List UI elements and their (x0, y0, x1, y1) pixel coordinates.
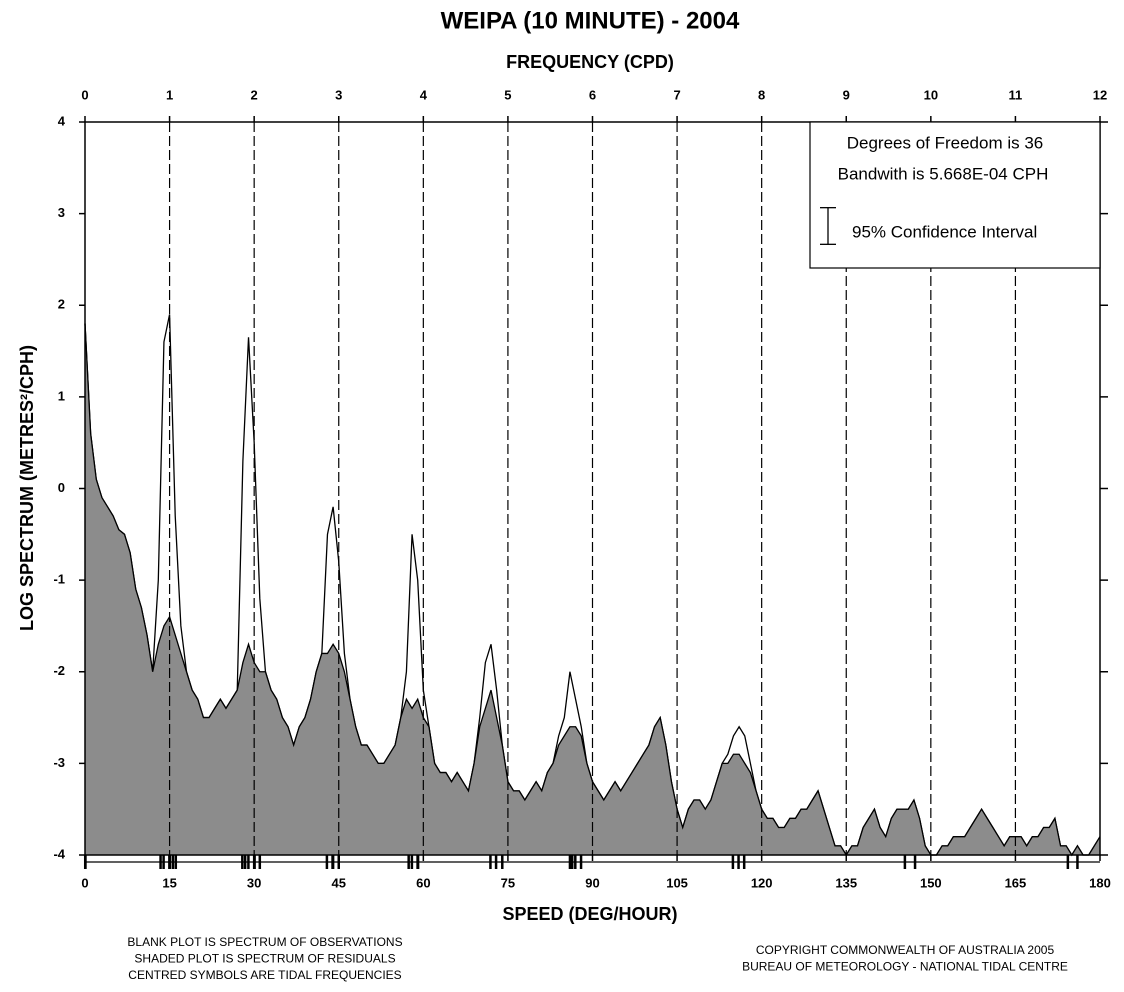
footnote: BLANK PLOT IS SPECTRUM OF OBSERVATIONS (127, 935, 402, 949)
plot-frame (84, 121, 1101, 856)
chart-title: WEIPA (10 MINUTE) - 2004 (441, 7, 740, 34)
top-tick-label: 0 (81, 87, 88, 102)
y-tick-label: 0 (58, 480, 65, 495)
x-tick-label: 180 (1089, 875, 1111, 890)
top-tick-label: 9 (843, 87, 850, 102)
x-tick-label: 90 (585, 875, 599, 890)
footnote: SHADED PLOT IS SPECTRUM OF RESIDUALS (134, 952, 395, 966)
footnote: BUREAU OF METEOROLOGY - NATIONAL TIDAL C… (742, 960, 1068, 974)
top-tick-label: 6 (589, 87, 596, 102)
top-tick-label: 5 (504, 87, 511, 102)
x-tick-label: 150 (920, 875, 942, 890)
x-axis-title: SPEED (DEG/HOUR) (502, 904, 677, 924)
top-axis-title: FREQUENCY (CPD) (506, 52, 674, 72)
x-tick-label: 75 (501, 875, 515, 890)
x-tick-label: 165 (1005, 875, 1027, 890)
legend-text: 95% Confidence Interval (852, 222, 1037, 241)
top-tick-label: 2 (251, 87, 258, 102)
x-tick-label: 60 (416, 875, 430, 890)
y-tick-label: 2 (58, 297, 65, 312)
x-tick-label: 105 (666, 875, 688, 890)
top-tick-label: 11 (1009, 87, 1023, 102)
legend-text: Degrees of Freedom is 36 (847, 133, 1044, 152)
area (85, 323, 1100, 855)
top-tick-label: 7 (673, 87, 680, 102)
top-tick-label: 3 (335, 87, 342, 102)
top-tick-label: 12 (1093, 87, 1107, 102)
x-tick-label: 30 (247, 875, 261, 890)
y-tick-label: -2 (53, 663, 65, 678)
y-tick-label: 4 (58, 113, 66, 128)
top-tick-label: 8 (758, 87, 765, 102)
legend-box (809, 121, 1101, 269)
x-tick-label: 0 (81, 875, 88, 890)
top-tick-label: 10 (924, 87, 938, 102)
x-tick-label: 135 (835, 875, 857, 890)
x-tick-label: 120 (751, 875, 773, 890)
y-axis-title: LOG SPECTRUM (METRES²/CPH) (17, 345, 37, 631)
y-tick-label: -4 (53, 846, 65, 861)
y-tick-label: -1 (53, 572, 65, 587)
y-tick-label: 1 (58, 388, 65, 403)
y-tick-label: 3 (58, 205, 65, 220)
top-tick-label: 1 (166, 87, 173, 102)
legend-text: Bandwith is 5.668E-04 CPH (838, 164, 1049, 183)
x-tick-label: 45 (332, 875, 346, 890)
footnote: COPYRIGHT COMMONWEALTH OF AUSTRALIA 2005 (756, 943, 1055, 957)
y-tick-label: -3 (53, 755, 65, 770)
x-tick-label: 15 (162, 875, 176, 890)
top-tick-label: 4 (420, 87, 428, 102)
footnote: CENTRED SYMBOLS ARE TIDAL FREQUENCIES (128, 968, 401, 982)
